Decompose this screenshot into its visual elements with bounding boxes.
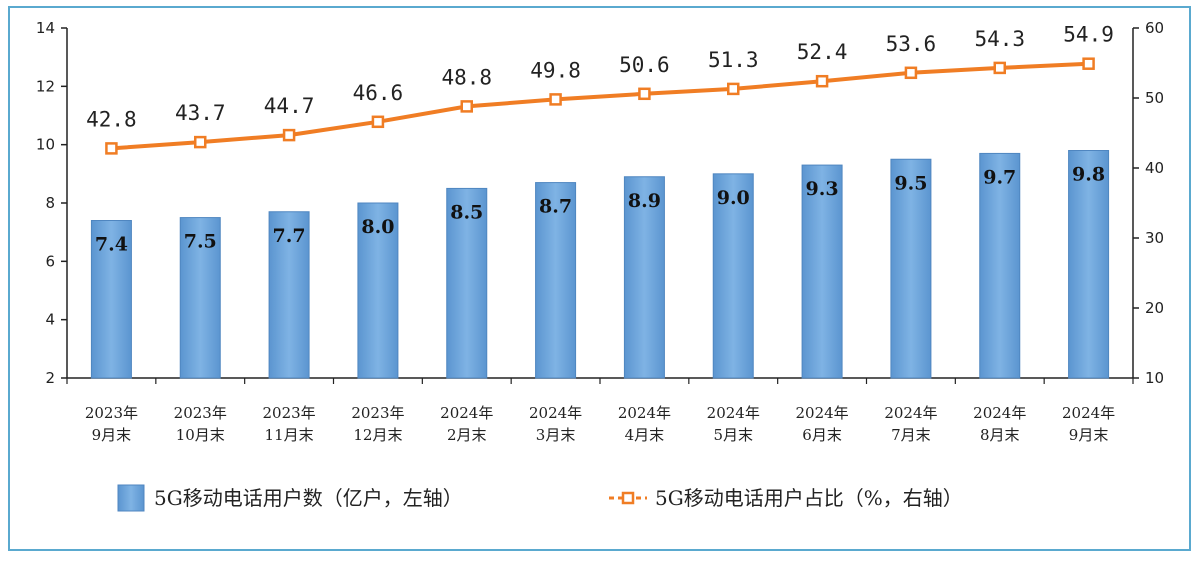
line-marker bbox=[549, 93, 562, 106]
line-data-label: 46.6 bbox=[353, 81, 404, 105]
x-tick-label: 2024年 bbox=[973, 404, 1026, 422]
bar bbox=[179, 217, 221, 379]
line-marker bbox=[194, 135, 207, 149]
x-tick-label: 12月末 bbox=[353, 426, 402, 444]
line-data-label: 54.3 bbox=[974, 27, 1025, 51]
line-marker bbox=[815, 74, 829, 88]
line-data-label: 54.9 bbox=[1063, 23, 1114, 47]
line-marker bbox=[460, 100, 473, 113]
x-tick-label: 6月末 bbox=[802, 426, 842, 444]
x-tick-label: 3月末 bbox=[536, 426, 576, 444]
x-tick-label: 2024年 bbox=[795, 404, 848, 422]
x-tick-label: 2024年 bbox=[440, 404, 493, 422]
bar bbox=[357, 202, 399, 379]
legend-line-label: 5G移动电话用户占比（%，右轴） bbox=[655, 486, 963, 510]
legend-line-marker bbox=[621, 491, 635, 505]
x-tick-label: 2024年 bbox=[884, 404, 937, 422]
bar-data-label: 9.8 bbox=[1072, 164, 1105, 186]
left-tick-label: 6 bbox=[45, 252, 55, 270]
legend-bar-swatch bbox=[117, 484, 145, 512]
line-marker bbox=[638, 87, 651, 101]
left-tick-label: 4 bbox=[45, 311, 55, 329]
x-tick-label: 2024年 bbox=[707, 404, 760, 422]
x-tick-label: 2023年 bbox=[351, 404, 404, 422]
bar-data-label: 7.7 bbox=[273, 225, 306, 247]
left-tick-label: 2 bbox=[45, 369, 55, 387]
x-tick-label: 2024年 bbox=[1062, 404, 1115, 422]
line-data-label: 53.6 bbox=[886, 32, 937, 56]
x-tick-label: 2024年 bbox=[618, 404, 671, 422]
line-data-label: 52.4 bbox=[797, 40, 848, 64]
line-marker bbox=[993, 61, 1006, 75]
x-tick-label: 9月末 bbox=[92, 426, 132, 444]
x-tick-label: 2月末 bbox=[447, 426, 487, 444]
bar bbox=[90, 220, 132, 379]
right-tick-label: 60 bbox=[1145, 19, 1164, 37]
right-tick-label: 10 bbox=[1145, 369, 1164, 387]
chart-frame bbox=[8, 6, 1191, 551]
bar-data-label: 9.0 bbox=[717, 187, 750, 209]
x-tick-label: 2023年 bbox=[85, 404, 138, 422]
left-tick-label: 12 bbox=[36, 77, 55, 95]
x-tick-label: 4月末 bbox=[625, 426, 665, 444]
line-marker bbox=[371, 115, 385, 129]
line-data-label: 43.7 bbox=[175, 101, 226, 125]
line-data-label: 49.8 bbox=[530, 58, 581, 82]
line-data-label: 44.7 bbox=[264, 94, 315, 118]
x-tick-label: 5月末 bbox=[713, 426, 753, 444]
bar-data-label: 8.7 bbox=[539, 196, 572, 218]
x-tick-label: 2023年 bbox=[262, 404, 315, 422]
x-tick-label: 11月末 bbox=[265, 426, 314, 444]
bar bbox=[979, 152, 1021, 379]
line-data-label: 48.8 bbox=[441, 65, 492, 89]
line-marker bbox=[727, 82, 740, 96]
x-tick-label: 10月末 bbox=[176, 426, 225, 444]
bar bbox=[535, 182, 577, 379]
bar bbox=[890, 158, 932, 379]
x-tick-label: 2024年 bbox=[529, 404, 582, 422]
line-marker bbox=[282, 128, 296, 142]
right-tick-label: 50 bbox=[1145, 89, 1164, 107]
line-data-label: 50.6 bbox=[619, 53, 670, 77]
left-tick-label: 14 bbox=[36, 19, 55, 37]
bar-data-label: 7.4 bbox=[95, 234, 128, 256]
right-tick-label: 30 bbox=[1145, 229, 1164, 247]
line-marker bbox=[1082, 57, 1095, 70]
bar bbox=[268, 211, 310, 379]
bar-data-label: 8.0 bbox=[361, 216, 394, 238]
line-series bbox=[111, 61, 1089, 151]
bar-data-label: 8.5 bbox=[450, 201, 483, 223]
line-data-label: 51.3 bbox=[708, 48, 759, 72]
left-tick-label: 8 bbox=[45, 194, 55, 212]
bar bbox=[1068, 150, 1110, 379]
x-tick-label: 7月末 bbox=[891, 426, 931, 444]
line-marker bbox=[105, 142, 118, 155]
right-tick-label: 40 bbox=[1145, 159, 1164, 177]
bar bbox=[446, 187, 488, 379]
x-tick-label: 2023年 bbox=[174, 404, 227, 422]
legend-bar-label: 5G移动电话用户数（亿户，左轴） bbox=[154, 486, 463, 510]
bar-data-label: 8.9 bbox=[628, 190, 661, 212]
bar-data-label: 9.3 bbox=[806, 178, 839, 200]
right-tick-label: 20 bbox=[1145, 299, 1164, 317]
left-tick-label: 10 bbox=[36, 136, 55, 154]
bar bbox=[801, 164, 843, 379]
bar-data-label: 9.7 bbox=[983, 166, 1016, 188]
x-tick-label: 9月末 bbox=[1069, 426, 1109, 444]
x-tick-label: 8月末 bbox=[980, 426, 1020, 444]
bar-data-label: 9.5 bbox=[894, 172, 927, 194]
bar-data-label: 7.5 bbox=[184, 231, 217, 253]
bar bbox=[712, 173, 754, 379]
bar bbox=[623, 176, 665, 379]
line-marker bbox=[904, 66, 918, 80]
line-data-label: 42.8 bbox=[86, 107, 137, 131]
